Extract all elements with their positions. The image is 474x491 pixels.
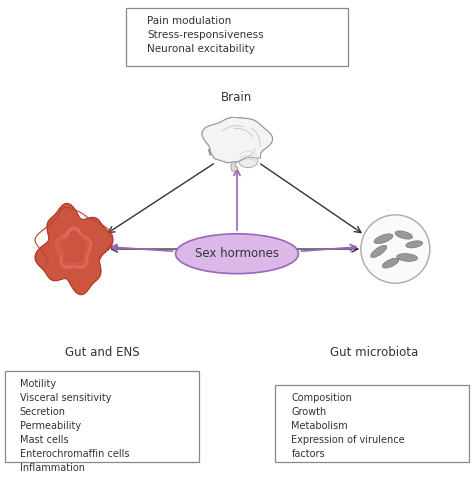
FancyBboxPatch shape — [5, 371, 199, 462]
Text: Motility
Visceral sensitivity
Secretion
Permeability
Mast cells
Enterochromaffin: Motility Visceral sensitivity Secretion … — [19, 379, 129, 473]
Polygon shape — [202, 117, 273, 163]
Text: Gut microbiota: Gut microbiota — [330, 346, 418, 359]
Text: Gut and ENS: Gut and ENS — [65, 346, 140, 359]
Ellipse shape — [406, 241, 423, 248]
Text: Composition
Growth
Metabolism
Expression of virulence
factors: Composition Growth Metabolism Expression… — [292, 393, 405, 459]
Ellipse shape — [383, 258, 399, 268]
FancyBboxPatch shape — [275, 385, 469, 462]
Text: Sex hormones: Sex hormones — [195, 247, 279, 260]
Polygon shape — [35, 203, 113, 295]
Ellipse shape — [397, 254, 418, 261]
Text: Brain: Brain — [221, 91, 253, 104]
Ellipse shape — [238, 154, 258, 167]
Ellipse shape — [371, 246, 387, 257]
Ellipse shape — [395, 231, 412, 239]
FancyBboxPatch shape — [126, 8, 348, 66]
Circle shape — [361, 215, 430, 283]
Ellipse shape — [374, 234, 393, 244]
Ellipse shape — [175, 234, 299, 273]
Text: Pain modulation
Stress-responsiveness
Neuronal excitability: Pain modulation Stress-responsiveness Ne… — [147, 16, 264, 54]
